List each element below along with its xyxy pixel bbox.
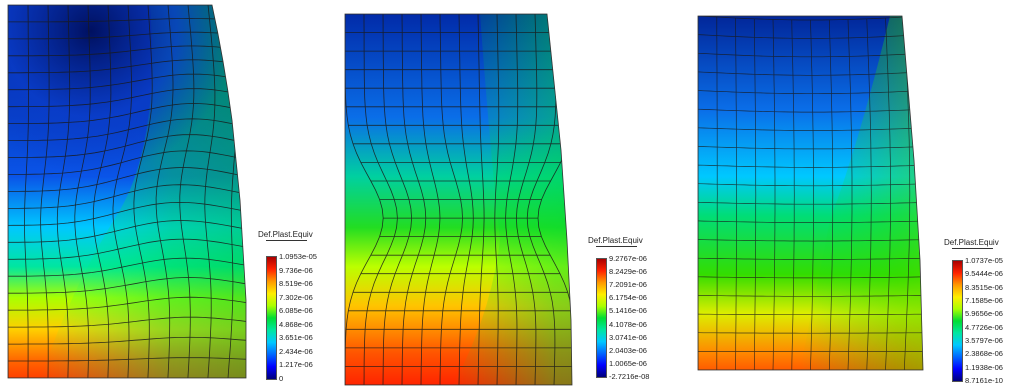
legend-color-bar [952, 260, 963, 382]
legend-label: 2.3868e-06 [965, 349, 1003, 359]
legend-label: -2.7216e-08 [609, 372, 650, 381]
legend-label: 7.1585e-06 [965, 296, 1003, 305]
legend-label: 3.651e-06 [279, 333, 313, 343]
legend-label: 1.0737e-05 [965, 256, 1003, 265]
legend-label: 3.5797e-06 [965, 336, 1003, 345]
legend-label: 8.7161e-10 [965, 376, 1003, 385]
contour-panel-3: Def.Plast.Equiv 1.0737e-05 9.5444e-06 8.35… [680, 0, 1019, 392]
legend-label: 8.3515e-06 [965, 282, 1003, 292]
legend-label: 7.302e-06 [279, 292, 313, 302]
legend-label: 1.0065e-06 [609, 358, 647, 368]
legend-label: 1.1938e-06 [965, 362, 1003, 372]
legend-title: Def.Plast.Equiv [588, 236, 643, 247]
legend-label: 1.0953e-05 [279, 252, 317, 261]
legend-label: 5.9656e-06 [965, 309, 1003, 319]
contour-panel-1: Def.Plast.Equiv 1.0953e-05 9.736e-06 8.519… [0, 0, 340, 392]
legend-label: 8.519e-06 [279, 279, 313, 289]
legend-label: 3.0741e-06 [609, 332, 647, 342]
legend-label: 6.085e-06 [279, 306, 313, 316]
legend-label: 1.217e-06 [279, 360, 313, 370]
contour-panel-2: Def.Plast.Equiv 9.2767e-06 8.2429e-06 7.20… [340, 0, 680, 392]
deformed-mesh-plot-2 [344, 13, 573, 386]
legend-label: 9.736e-06 [279, 265, 313, 275]
legend-label: 0 [279, 374, 284, 383]
legend-color-bar [266, 256, 277, 380]
legend-title: Def.Plast.Equiv [944, 238, 999, 249]
legend-label: 9.2767e-06 [609, 254, 647, 263]
deformed-mesh-plot-1 [7, 4, 247, 379]
legend-label: 2.434e-06 [279, 346, 313, 356]
legend-label: 4.868e-06 [279, 319, 313, 329]
legend-label: 2.0403e-06 [609, 345, 647, 355]
legend-label: 6.1754e-06 [609, 293, 647, 303]
legend-label: 7.2091e-06 [609, 280, 647, 290]
legend-title: Def.Plast.Equiv [258, 230, 313, 241]
legend-label: 4.7726e-06 [965, 322, 1003, 332]
deformed-mesh-plot-3 [697, 15, 924, 371]
legend-color-bar [596, 258, 607, 378]
legend-label: 5.1416e-06 [609, 306, 647, 316]
legend-label: 4.1078e-06 [609, 319, 647, 329]
legend-label: 8.2429e-06 [609, 267, 647, 277]
legend-label: 9.5444e-06 [965, 269, 1003, 279]
